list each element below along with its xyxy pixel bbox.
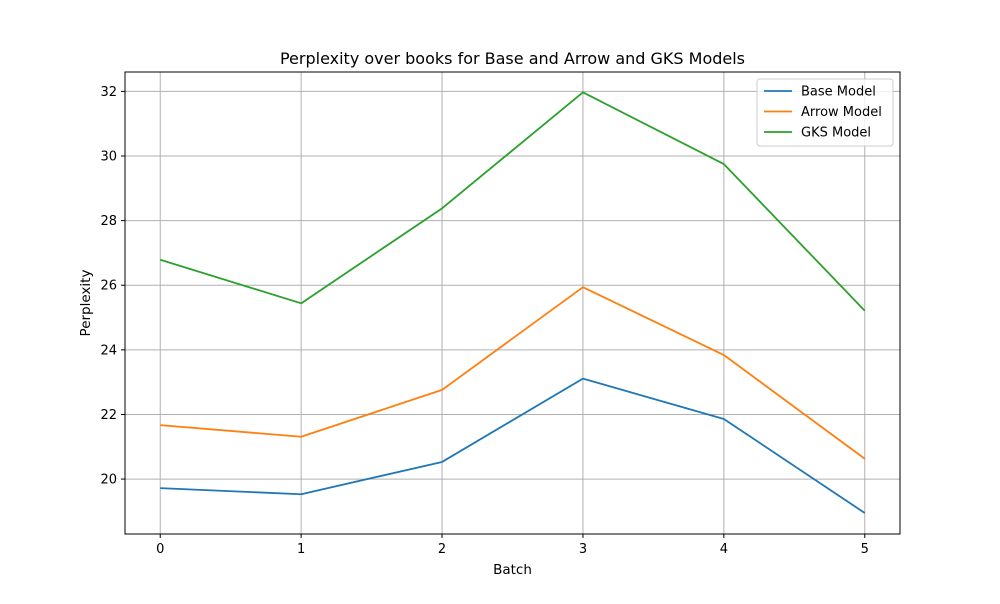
x-tick-label: 1	[297, 542, 305, 557]
legend: Base Model Arrow Model GKS Model	[756, 78, 894, 147]
x-axis-ticks: 0 1 2 3 4 5	[156, 534, 869, 557]
legend-label-base-model: Base Model	[801, 85, 876, 100]
series-lines	[159, 91, 866, 514]
x-tick-label: 3	[579, 542, 587, 557]
y-tick-label: 24	[100, 343, 117, 358]
y-axis-ticks: 20 22 24 26 28 30 32	[100, 85, 125, 488]
y-tick-label: 26	[100, 279, 117, 294]
y-tick-label: 28	[100, 214, 117, 229]
y-tick-label: 30	[100, 150, 117, 165]
arrow-model-line	[160, 286, 866, 460]
base-model-line	[160, 377, 866, 514]
legend-label-gks-model: GKS Model	[801, 126, 871, 141]
x-axis-label: Batch	[493, 562, 532, 578]
y-axis-label: Perplexity	[78, 270, 94, 337]
plot-frame	[124, 71, 901, 535]
y-tick-label: 22	[100, 408, 117, 423]
chart-title: Perplexity over books for Base and Arrow…	[280, 49, 745, 68]
y-tick-label: 20	[100, 473, 117, 488]
legend-label-arrow-model: Arrow Model	[801, 105, 882, 120]
x-tick-label: 2	[438, 542, 446, 557]
legend-items: Base Model Arrow Model GKS Model	[764, 85, 882, 141]
gks-model-line	[159, 91, 866, 312]
x-tick-label: 0	[156, 542, 164, 557]
x-tick-label: 4	[720, 542, 728, 557]
legend-box	[756, 78, 894, 147]
y-tick-label: 32	[100, 85, 117, 100]
x-tick-label: 5	[861, 542, 869, 557]
